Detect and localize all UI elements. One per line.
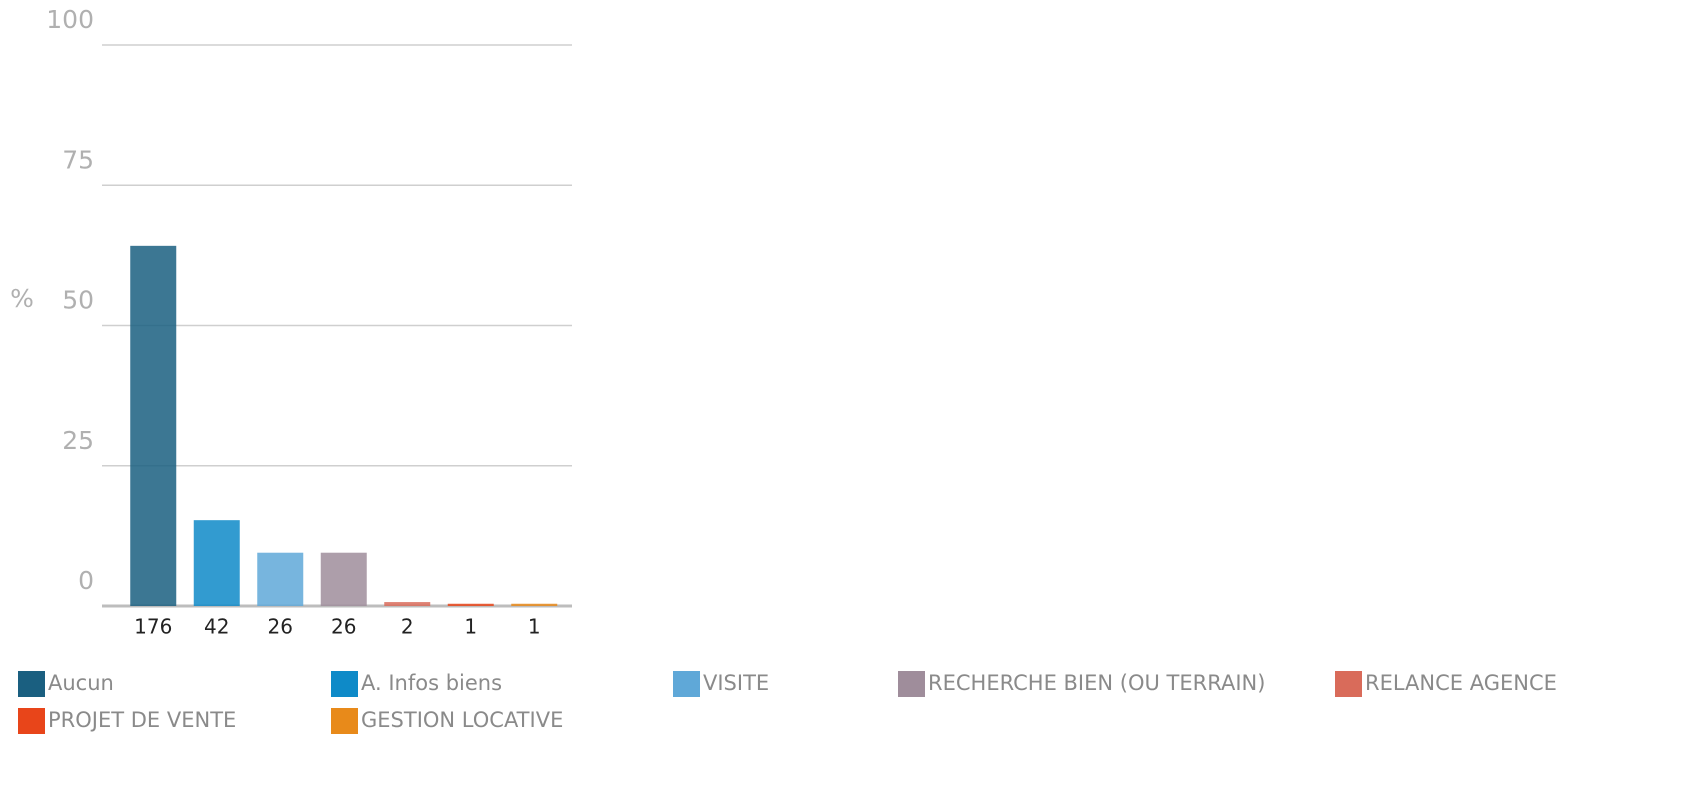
legend-label: GESTION LOCATIVE — [361, 708, 563, 732]
legend-swatch — [18, 708, 45, 734]
count-label: 1 — [528, 615, 541, 639]
y-tick-label: 0 — [78, 566, 94, 595]
legend-label: Aucun — [48, 671, 114, 695]
count-label: 26 — [268, 615, 293, 639]
bar — [130, 245, 177, 606]
y-axis-label: % — [10, 284, 34, 313]
legend-swatch — [898, 671, 925, 697]
y-tick-label: 25 — [62, 426, 94, 455]
count-label: 176 — [134, 615, 172, 639]
legend-swatch — [331, 671, 358, 697]
bar — [320, 552, 367, 606]
count-label: 42 — [204, 615, 229, 639]
y-tick-label: 75 — [62, 145, 94, 174]
legend-label: PROJET DE VENTE — [48, 708, 236, 732]
legend-label: VISITE — [703, 671, 769, 695]
y-tick-label: 50 — [62, 286, 94, 315]
bar — [447, 603, 494, 606]
legend-label: RECHERCHE BIEN (OU TERRAIN) — [928, 671, 1265, 695]
bar — [193, 520, 240, 606]
legend-label: RELANCE AGENCE — [1365, 671, 1557, 695]
legend-swatch — [18, 671, 45, 697]
legend-swatch — [331, 708, 358, 734]
bar — [257, 552, 304, 606]
legend-swatch — [1335, 671, 1362, 697]
count-label: 26 — [331, 615, 356, 639]
bar — [384, 602, 431, 606]
legend-swatch — [673, 671, 700, 697]
count-label: 1 — [464, 615, 477, 639]
legend-label: A. Infos biens — [361, 671, 502, 695]
bar — [511, 603, 558, 606]
count-label: 2 — [401, 615, 414, 639]
y-tick-label: 100 — [46, 5, 94, 34]
